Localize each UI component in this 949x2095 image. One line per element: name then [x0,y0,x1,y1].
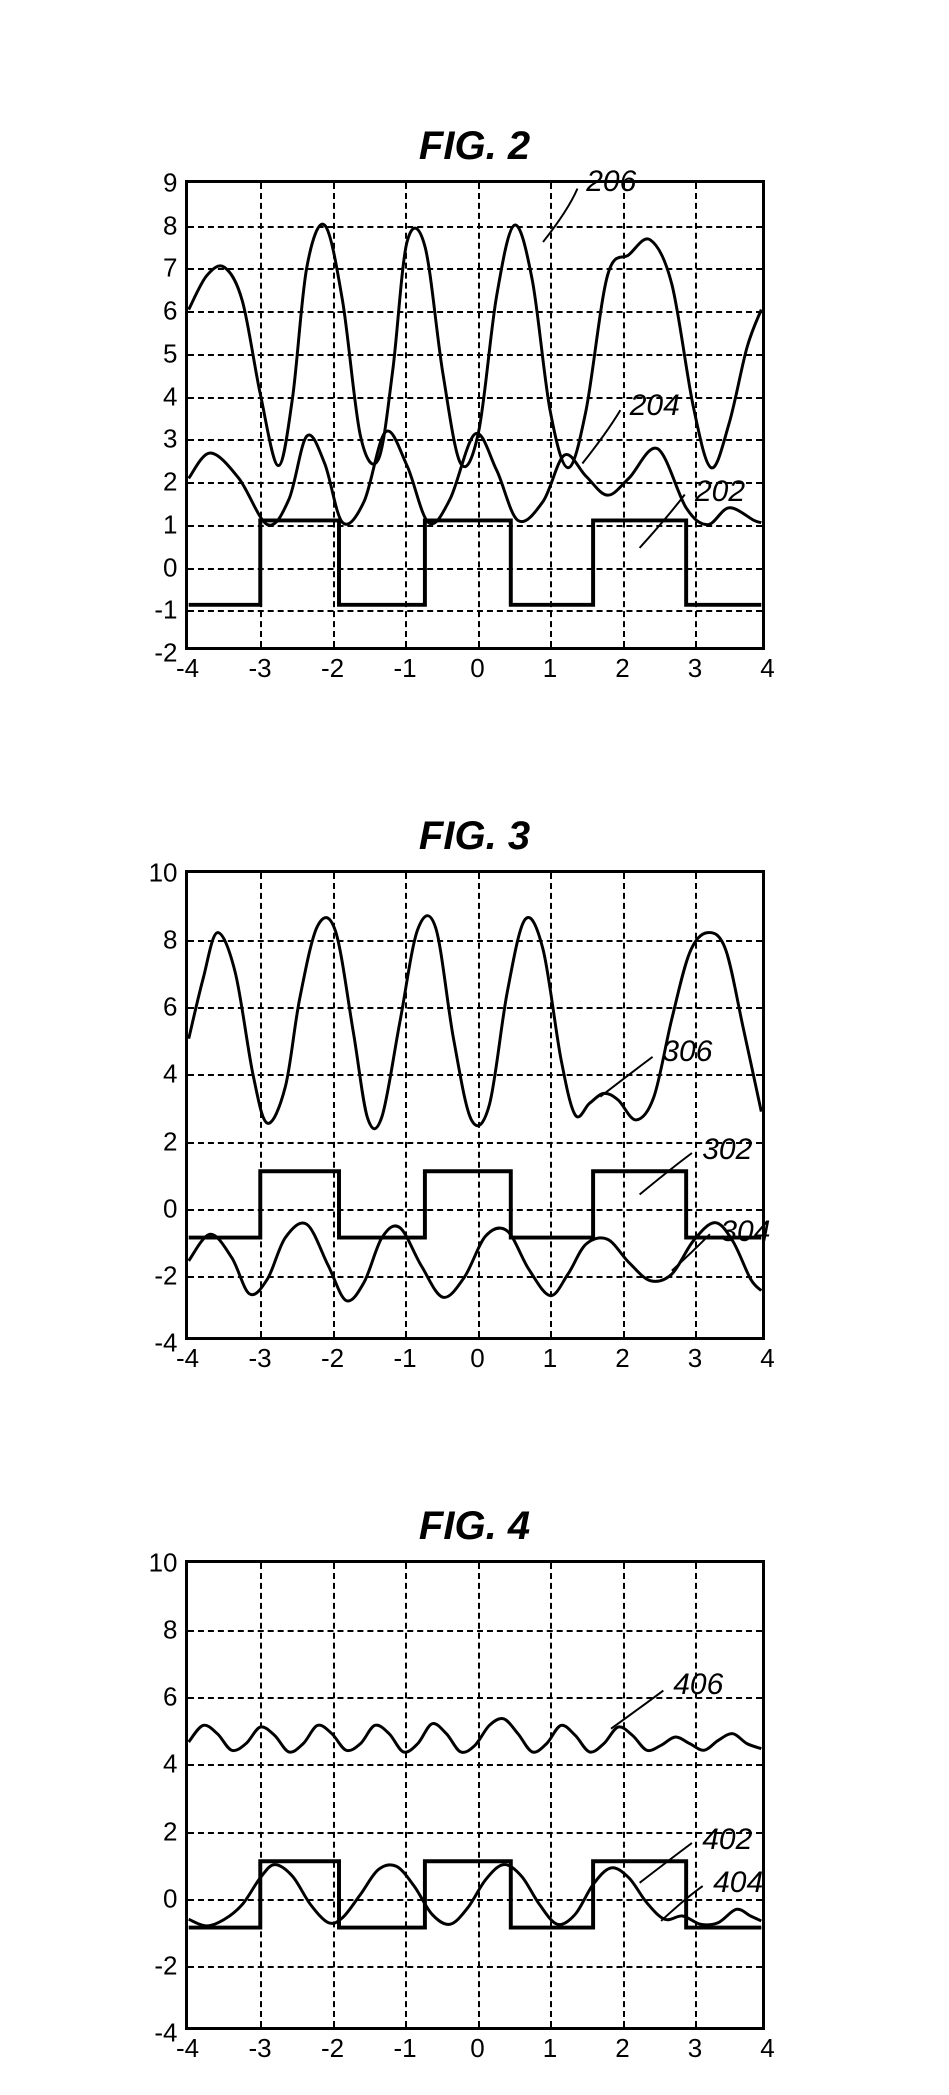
callout-label-406: 406 [673,1668,723,1702]
callout-label-402: 402 [702,1823,752,1857]
y-tick-label: -4 [154,1328,177,1359]
x-tick-label: 4 [760,2033,774,2064]
callout-label-306: 306 [662,1035,712,1069]
y-tick-label: 6 [163,992,177,1023]
y-tick-label: 8 [163,210,177,241]
y-tick-label: -2 [154,638,177,669]
callout-leader [639,1153,691,1194]
y-tick-label: 10 [149,1548,178,1579]
fig4-series-404 [188,1865,761,1926]
x-tick-label: 3 [688,2033,702,2064]
x-tick-label: -3 [248,653,271,684]
y-tick-label: 2 [163,1816,177,1847]
fig2-series-206 [188,224,761,468]
y-tick-label: 9 [163,168,177,199]
x-tick-label: 0 [470,1343,484,1374]
x-tick-label: 2 [615,653,629,684]
fig4-plot-area: -4-3-2-101234-4-20246810406402404 [185,1560,765,2030]
x-tick-label: -4 [176,2033,199,2064]
fig2-plot-area: -4-3-2-101234-2-10123456789206204202 [185,180,765,650]
y-tick-label: 2 [163,467,177,498]
x-tick-label: 2 [615,2033,629,2064]
fig3-title: FIG. 3 [419,814,530,859]
y-tick-label: 4 [163,1749,177,1780]
y-tick-label: -2 [154,1950,177,1981]
y-tick-label: 4 [163,381,177,412]
x-tick-label: -1 [393,653,416,684]
callout-label-202: 202 [695,475,745,509]
x-tick-label: -1 [393,2033,416,2064]
x-tick-label: -3 [248,2033,271,2064]
x-tick-label: 1 [543,653,557,684]
y-tick-label: 0 [163,1883,177,1914]
fig3-square-wave [188,1171,761,1237]
y-tick-label: 7 [163,253,177,284]
fig3-series-304 [188,1223,761,1301]
callout-leader [600,1057,652,1097]
x-tick-label: 2 [615,1343,629,1374]
x-tick-label: 3 [688,653,702,684]
x-tick-label: 1 [543,1343,557,1374]
x-tick-label: 4 [760,653,774,684]
x-tick-label: 4 [760,1343,774,1374]
callout-leader [671,1234,709,1271]
fig2-square-wave [188,520,761,604]
y-tick-label: 10 [149,858,178,889]
fig4-panel: FIG. 4-4-3-2-101234-4-20246810406402404 [185,1560,765,2030]
fig4-series-svg [188,1563,762,2027]
y-tick-label: 6 [163,1682,177,1713]
y-tick-label: -4 [154,2018,177,2049]
x-tick-label: 1 [543,2033,557,2064]
callout-label-304: 304 [720,1215,770,1249]
y-tick-label: 5 [163,338,177,369]
x-tick-label: -2 [321,2033,344,2064]
y-tick-label: 4 [163,1059,177,1090]
callout-leader [542,189,576,242]
y-tick-label: 8 [163,925,177,956]
y-tick-label: 1 [163,509,177,540]
fig3-series-svg [188,873,762,1337]
y-tick-label: 0 [163,552,177,583]
y-tick-label: -2 [154,1260,177,1291]
callout-label-204: 204 [630,389,680,423]
fig3-series-306 [188,916,761,1129]
y-tick-label: 3 [163,424,177,455]
y-tick-label: 8 [163,1615,177,1646]
y-tick-label: 0 [163,1193,177,1224]
x-tick-label: 0 [470,653,484,684]
fig3-plot-area: -4-3-2-101234-4-20246810306302304 [185,870,765,1340]
x-tick-label: -2 [321,653,344,684]
x-tick-label: -1 [393,1343,416,1374]
callout-label-404: 404 [713,1866,763,1900]
x-tick-label: 3 [688,1343,702,1374]
callout-label-302: 302 [702,1133,752,1167]
fig3-panel: FIG. 3-4-3-2-101234-4-20246810306302304 [185,870,765,1340]
x-tick-label: -2 [321,1343,344,1374]
x-tick-label: -3 [248,1343,271,1374]
y-tick-label: 2 [163,1126,177,1157]
fig4-series-406 [188,1718,761,1752]
callout-leader [582,410,620,463]
x-tick-label: -4 [176,653,199,684]
y-tick-label: 6 [163,296,177,327]
callout-label-206: 206 [586,165,636,199]
fig4-title: FIG. 4 [419,1504,530,1549]
fig2-title: FIG. 2 [419,124,530,169]
callout-leader [610,1691,662,1729]
x-tick-label: -4 [176,1343,199,1374]
x-tick-label: 0 [470,2033,484,2064]
y-tick-label: -1 [154,595,177,626]
fig2-panel: FIG. 2-4-3-2-101234-2-101234567892062042… [185,180,765,650]
